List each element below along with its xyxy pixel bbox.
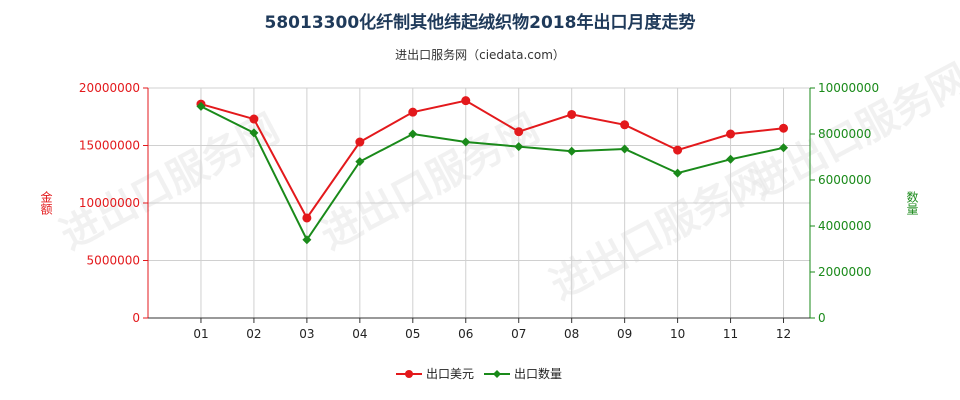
series-line-export-qty bbox=[200, 105, 784, 242]
data-point-export-qty bbox=[355, 157, 365, 167]
left-tick-label: 5000000 bbox=[87, 254, 140, 268]
x-tick-label: 02 bbox=[246, 327, 261, 341]
series-line-export-usd bbox=[200, 99, 784, 220]
x-tick-label: 04 bbox=[352, 327, 367, 341]
axes: 0 5000000 10000000 15000000 20000000 0 2000000… bbox=[39, 81, 919, 341]
x-tick-label: 10 bbox=[670, 327, 685, 341]
x-tick-label: 03 bbox=[299, 327, 314, 341]
legend-marker bbox=[493, 370, 501, 378]
data-point-export-qty bbox=[514, 142, 524, 152]
right-tick-label: 4000000 bbox=[818, 219, 871, 233]
x-tick-label: 06 bbox=[458, 327, 473, 341]
data-point-export-usd bbox=[567, 109, 577, 119]
data-point-export-qty bbox=[249, 128, 259, 138]
left-tick-label: 0 bbox=[132, 311, 140, 325]
data-point-export-qty bbox=[567, 146, 577, 156]
watermark-text: 进出口服务网 bbox=[53, 106, 287, 259]
x-tick-label: 05 bbox=[405, 327, 420, 341]
x-tick-label: 12 bbox=[776, 327, 791, 341]
data-point-export-qty bbox=[461, 137, 471, 147]
data-point-export-usd bbox=[514, 127, 524, 137]
legend: 出口美元 出口数量 bbox=[396, 366, 562, 381]
data-point-export-usd bbox=[620, 120, 630, 130]
x-tick-label: 08 bbox=[564, 327, 579, 341]
data-point-export-qty bbox=[620, 144, 630, 154]
right-axis-title: 数量 bbox=[905, 190, 919, 215]
data-point-export-qty bbox=[726, 154, 736, 164]
data-point-export-usd bbox=[355, 137, 365, 147]
left-tick-label: 15000000 bbox=[79, 139, 140, 153]
data-point-export-qty bbox=[302, 235, 312, 245]
data-point-export-usd bbox=[461, 96, 471, 106]
chart-subtitle: 进出口服务网（ciedata.com） bbox=[395, 48, 565, 62]
chart-title: 58013300化纤制其他纬起绒织物2018年出口月度走势 bbox=[264, 13, 696, 33]
x-tick-label: 01 bbox=[193, 327, 208, 341]
data-point-export-qty bbox=[673, 168, 683, 178]
x-tick-label: 09 bbox=[617, 327, 632, 341]
watermark-text: 进出口服务网 bbox=[543, 156, 777, 309]
data-point-export-qty bbox=[196, 101, 206, 111]
grid-lines bbox=[148, 87, 810, 319]
data-point-export-usd bbox=[779, 123, 789, 133]
right-tick-label: 2000000 bbox=[818, 265, 871, 279]
right-tick-label: 6000000 bbox=[818, 173, 871, 187]
legend-label: 出口美元 bbox=[426, 367, 474, 381]
right-tick-label: 10000000 bbox=[818, 81, 879, 95]
right-tick-label: 8000000 bbox=[818, 127, 871, 141]
data-point-export-usd bbox=[249, 114, 259, 124]
left-tick-label: 20000000 bbox=[79, 81, 140, 95]
legend-label: 出口数量 bbox=[514, 366, 562, 381]
data-point-export-usd bbox=[673, 145, 683, 155]
left-tick-label: 10000000 bbox=[79, 196, 140, 210]
right-tick-label: 0 bbox=[818, 311, 826, 325]
series-layer bbox=[196, 96, 789, 245]
x-tick-label: 07 bbox=[511, 327, 526, 341]
data-point-export-usd bbox=[408, 107, 418, 117]
legend-marker bbox=[405, 370, 413, 378]
x-tick-label: 11 bbox=[723, 327, 738, 341]
data-point-export-qty bbox=[779, 143, 789, 153]
left-axis-title: 金额 bbox=[39, 190, 53, 216]
data-point-export-usd bbox=[302, 213, 312, 223]
data-point-export-usd bbox=[726, 129, 736, 139]
data-point-export-qty bbox=[408, 129, 418, 139]
